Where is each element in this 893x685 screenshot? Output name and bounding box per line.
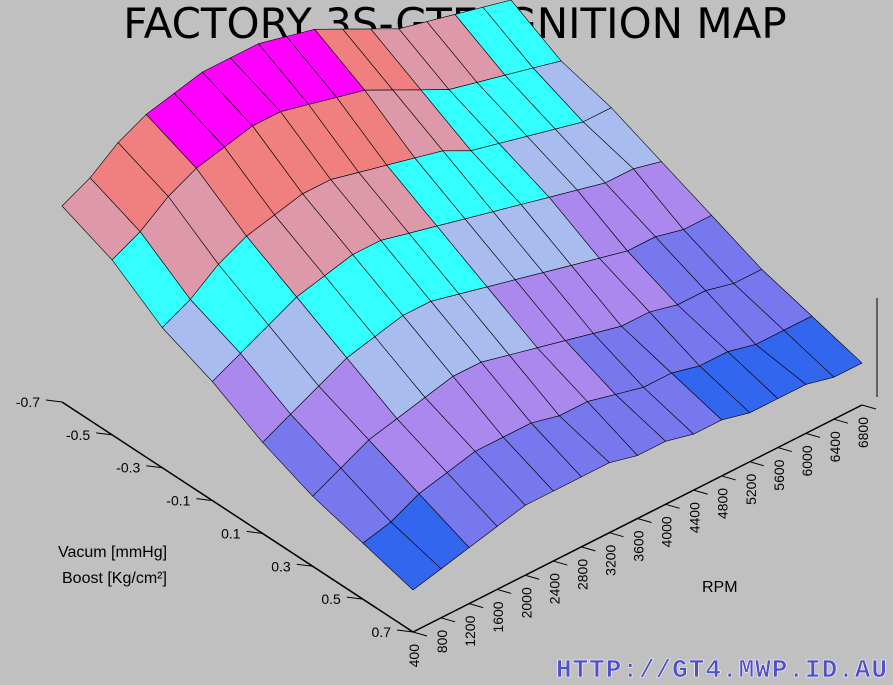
- load-tick-mark: [146, 465, 163, 469]
- rpm-tick-mark: [833, 418, 849, 424]
- rpm-tick-mark: [637, 518, 652, 523]
- load-tick-mark: [96, 432, 113, 436]
- rpm-tick-mark: [665, 503, 680, 509]
- rpm-tick-label: 2400: [546, 573, 562, 604]
- load-tick-label: 0.7: [372, 624, 392, 640]
- load-tick-mark: [45, 399, 63, 403]
- rpm-tick-mark: [412, 631, 428, 637]
- rpm-tick-mark: [581, 546, 596, 552]
- load-tick-label: -0.7: [16, 394, 40, 410]
- rpm-tick-mark: [693, 489, 708, 495]
- load-tick-label: 0.3: [271, 558, 291, 574]
- chart-axes: 400 800 1200 1600 2000 2400 2800 3200 3600 4000 44…: [16, 298, 878, 668]
- rpm-tick-label: 6000: [799, 445, 815, 476]
- rpm-tick-mark: [721, 475, 736, 481]
- rpm-tick-label: 1200: [462, 615, 478, 646]
- load-tick-label: 0.1: [221, 525, 241, 541]
- rpm-tick-mark: [861, 404, 877, 410]
- load-tick-mark: [346, 596, 363, 600]
- rpm-tick-label: 3600: [631, 530, 647, 561]
- rpm-tick-label: 6800: [855, 417, 871, 448]
- load-axis-line: [61, 401, 414, 633]
- rpm-tick-label: 3200: [602, 544, 618, 575]
- rpm-tick-label: 4800: [715, 488, 731, 519]
- watermark-url: HTTP://GT4.MWP.ID.AU: [556, 655, 888, 685]
- load-tick-label: -0.5: [66, 427, 90, 443]
- rpm-tick-label: 6400: [827, 431, 843, 462]
- load-tick-mark: [196, 498, 213, 502]
- rpm-tick-mark: [525, 574, 540, 580]
- load-tick-mark: [296, 563, 313, 567]
- ignition-surface: [61, 0, 863, 591]
- rpm-tick-mark: [440, 617, 456, 623]
- load-axis-label-boost: Boost [Kg/cm²]: [62, 570, 167, 587]
- load-tick-mark: [246, 530, 263, 534]
- rpm-tick-mark: [497, 588, 512, 594]
- rpm-tick-mark: [609, 532, 624, 538]
- surface-cell: [362, 521, 442, 591]
- rpm-tick-label: 800: [434, 630, 450, 654]
- load-tick-mark: [396, 629, 414, 633]
- rpm-tick-mark: [749, 461, 764, 467]
- rpm-axis-label: RPM: [702, 579, 738, 596]
- rpm-tick-label: 5600: [771, 459, 787, 490]
- rpm-tick-label: 4000: [659, 516, 675, 547]
- rpm-tick-mark: [553, 560, 568, 566]
- load-axis-label-vacuum: Vacum [mmHg]: [58, 544, 167, 561]
- load-tick-label: -0.3: [116, 460, 140, 476]
- rpm-tick-mark: [468, 603, 484, 609]
- rpm-tick-label: 2000: [518, 587, 534, 618]
- rpm-tick-mark: [777, 447, 792, 453]
- rpm-tick-mark: [805, 432, 821, 438]
- load-tick-label: 0.5: [321, 591, 341, 607]
- load-tick-label: -0.1: [166, 493, 190, 509]
- rpm-tick-label: 5200: [743, 474, 759, 505]
- rpm-tick-label: 2800: [574, 559, 590, 590]
- rpm-tick-label: 400: [406, 644, 422, 668]
- rpm-tick-label: 1600: [490, 601, 506, 632]
- rpm-tick-label: 4400: [687, 502, 703, 533]
